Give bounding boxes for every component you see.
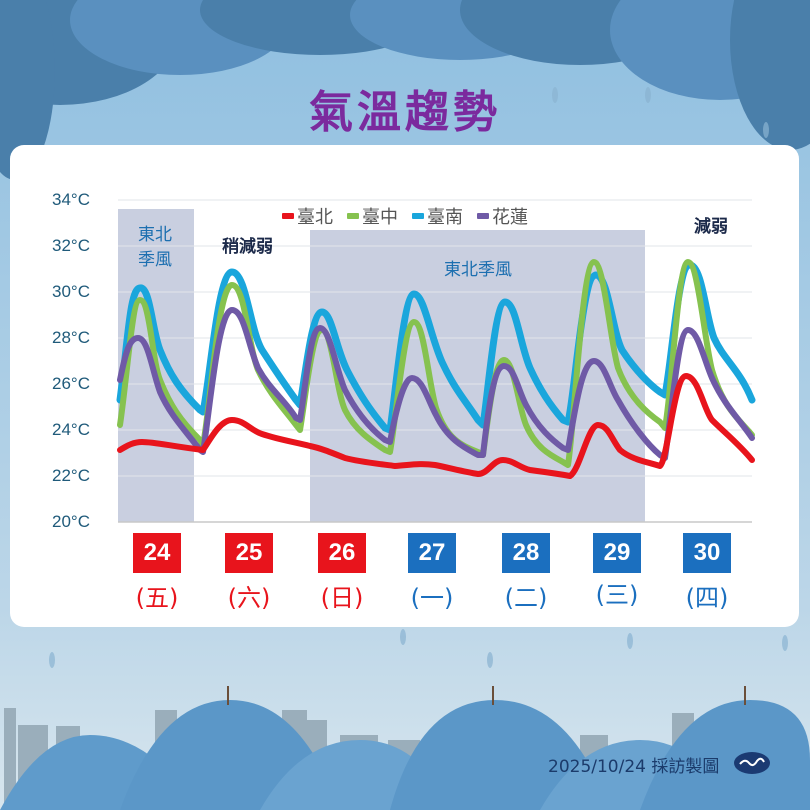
legend-label: 臺南 [427, 207, 463, 228]
agency-logo-icon [734, 752, 770, 774]
page-title: 氣溫趨勢 [309, 87, 501, 138]
y-tick-30: 30°C [52, 282, 90, 301]
series-hualien-line [117, 307, 755, 461]
weekday-label-thu: (四) [685, 584, 729, 612]
day-badge-29: 29 [593, 533, 641, 573]
legend-swatch-icon [477, 213, 489, 219]
legend-label: 花蓮 [492, 207, 528, 228]
day-badge-28: 28 [502, 533, 550, 573]
weekday-label-tue: (二) [504, 584, 548, 612]
umbrellas [0, 686, 810, 810]
annotation-monsoon-1-line2: 季風 [138, 250, 172, 270]
weekday-label-sat: (六) [227, 584, 271, 612]
legend-label: 臺北 [297, 207, 333, 228]
day-badge-24: 24 [133, 533, 181, 573]
legend-item-taichung: 臺中 [347, 203, 398, 229]
weekday-label-mon: (一) [410, 584, 454, 612]
day-badge-27: 27 [408, 533, 456, 573]
legend-swatch-icon [282, 213, 294, 219]
y-tick-28: 28°C [52, 328, 90, 347]
day-badge-30: 30 [683, 533, 731, 573]
y-tick-34: 34°C [52, 190, 90, 209]
annotation-weakening: 減弱 [694, 217, 728, 237]
clouds [0, 0, 810, 180]
legend-item-tainan: 臺南 [412, 203, 463, 229]
day-badge-26: 26 [318, 533, 366, 573]
annotation-monsoon-1-line1: 東北 [138, 225, 172, 245]
annotation-weakening-slightly: 稍減弱 [222, 237, 273, 257]
legend-swatch-icon [412, 213, 424, 219]
legend-item-taipei: 臺北 [282, 203, 333, 229]
weekday-label-wed: (三) [595, 581, 639, 609]
legend-label: 臺中 [362, 207, 398, 228]
weekday-label-sun: (日) [320, 584, 364, 612]
legend-item-hualien: 花蓮 [477, 203, 528, 229]
credit-text: 2025/10/24 採訪製圖 [548, 757, 720, 777]
y-tick-20: 20°C [52, 512, 90, 531]
legend-swatch-icon [347, 213, 359, 219]
y-tick-32: 32°C [52, 236, 90, 255]
series-tainan-line [116, 261, 756, 434]
chart-legend: 臺北 臺中 臺南 花蓮 [282, 203, 528, 229]
series-taipei-line [117, 373, 755, 479]
annotation-monsoon-2: 東北季風 [444, 260, 512, 280]
day-badge-25: 25 [225, 533, 273, 573]
y-tick-22: 22°C [52, 466, 90, 485]
y-tick-26: 26°C [52, 374, 90, 393]
weekday-label-fri: (五) [135, 584, 179, 612]
y-tick-24: 24°C [52, 420, 90, 439]
